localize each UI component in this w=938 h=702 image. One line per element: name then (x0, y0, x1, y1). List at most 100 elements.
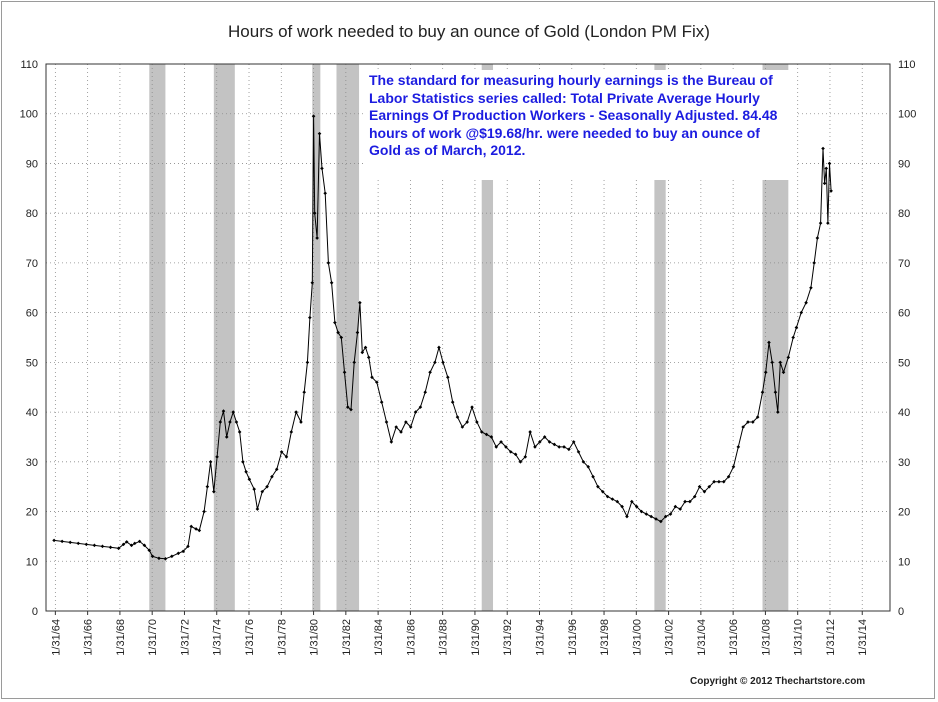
data-point (312, 211, 317, 215)
x-tick-label: 1/31/06 (728, 619, 740, 656)
data-point (194, 527, 198, 531)
data-point (355, 330, 360, 335)
data-point (132, 541, 137, 546)
data-point (208, 460, 213, 464)
data-point (829, 189, 833, 193)
y-tick-label-left: 100 (20, 109, 38, 121)
data-point (215, 455, 219, 459)
data-point (60, 539, 64, 544)
data-point (52, 538, 56, 543)
data-point (746, 420, 750, 424)
data-point (310, 281, 315, 285)
data-point (352, 360, 357, 365)
data-point (92, 543, 97, 548)
data-point (241, 460, 245, 464)
data-point (413, 410, 418, 414)
data-point (116, 546, 121, 551)
data-point (824, 166, 829, 171)
data-point (170, 554, 174, 559)
recession-band (213, 64, 235, 611)
data-point (763, 370, 768, 375)
data-point (776, 410, 780, 414)
x-tick-label: 1/31/00 (631, 619, 643, 656)
data-point (470, 405, 474, 409)
recession-band (149, 64, 166, 611)
data-point (142, 543, 147, 548)
data-point (654, 517, 658, 521)
data-point (252, 487, 256, 491)
data-point (202, 509, 206, 514)
data-point (717, 479, 721, 484)
data-point (302, 390, 307, 394)
data-point (212, 489, 216, 494)
data-point (538, 440, 542, 444)
y-tick-label-left: 80 (26, 208, 38, 220)
data-point (408, 425, 413, 429)
x-tick-label: 1/31/14 (857, 619, 869, 656)
data-point (247, 477, 252, 482)
data-point (150, 554, 155, 559)
data-point (375, 380, 379, 385)
data-point (576, 450, 581, 454)
x-tick-label: 1/31/96 (567, 619, 579, 656)
data-point (475, 420, 479, 424)
y-tick-label-right: 20 (898, 507, 910, 519)
data-point (221, 409, 226, 413)
y-tick-label-right: 40 (898, 407, 910, 419)
data-point (668, 512, 673, 516)
data-point (479, 430, 484, 434)
data-point (455, 415, 460, 419)
data-point (557, 445, 561, 449)
y-tick-label-left: 110 (20, 59, 38, 71)
data-point (504, 445, 508, 449)
data-point (441, 360, 445, 365)
x-tick-label: 1/31/90 (470, 619, 482, 656)
data-point (812, 261, 816, 265)
data-point (620, 504, 624, 509)
data-point (308, 315, 312, 320)
data-point (781, 370, 786, 375)
data-point (428, 370, 432, 375)
data-point (315, 236, 319, 240)
data-point (760, 390, 765, 394)
x-tick-label: 1/31/66 (83, 619, 95, 656)
data-point (270, 474, 274, 479)
data-point (345, 405, 350, 409)
y-tick-label-right: 50 (898, 357, 910, 369)
data-point (610, 497, 615, 501)
data-point (791, 335, 795, 340)
data-point (586, 464, 591, 469)
y-tick-label-right: 90 (898, 158, 910, 170)
data-point (294, 410, 298, 414)
data-point (702, 489, 707, 494)
y-tick-label-right: 70 (898, 258, 910, 270)
data-point (284, 455, 289, 459)
recession-band (481, 64, 494, 611)
data-point (508, 450, 513, 454)
data-point (513, 452, 518, 457)
data-point (778, 360, 783, 365)
data-point (418, 405, 423, 409)
data-point (342, 370, 347, 375)
y-tick-label-right: 110 (898, 59, 916, 71)
data-point (255, 507, 260, 511)
data-point (274, 467, 279, 472)
data-point (499, 440, 503, 444)
x-tick-label: 1/31/08 (760, 619, 772, 656)
data-point (205, 484, 210, 489)
data-point (751, 420, 755, 424)
data-point (299, 420, 303, 424)
data-point (399, 430, 403, 434)
data-point (528, 430, 532, 434)
data-point (189, 524, 194, 529)
data-point (692, 494, 697, 499)
data-point (437, 345, 441, 350)
y-tick-label-right: 100 (898, 109, 916, 121)
chart-title: Hours of work needed to buy an ounce of … (228, 22, 710, 41)
data-point (562, 445, 566, 449)
data-point (552, 442, 557, 447)
x-tick-label: 1/31/80 (309, 619, 321, 656)
data-point (320, 166, 324, 171)
data-point (124, 540, 129, 544)
